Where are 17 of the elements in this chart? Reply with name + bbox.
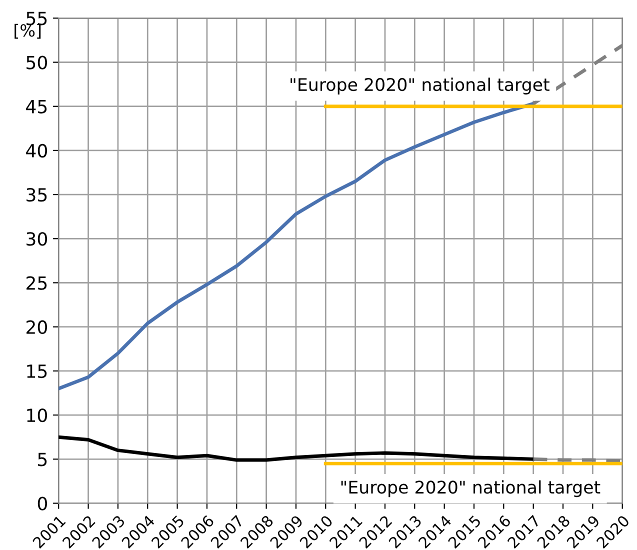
y-tick-label: 5 bbox=[38, 452, 47, 466]
y-tick-label: 35 bbox=[26, 188, 47, 202]
annotation: "Europe 2020" national target bbox=[341, 480, 600, 498]
y-tick-label: 30 bbox=[26, 232, 47, 246]
y-tick-label: 50 bbox=[26, 56, 47, 70]
line-series bbox=[58, 435, 536, 462]
y-tick-label: 15 bbox=[27, 364, 47, 378]
y-axis-title: [%] bbox=[14, 24, 41, 39]
y-tick-label: 55 bbox=[26, 12, 47, 26]
y-tick-label: 45 bbox=[26, 100, 47, 114]
y-tick-label: 10 bbox=[27, 408, 47, 422]
line-series bbox=[58, 102, 536, 390]
y-tick-label: 20 bbox=[26, 320, 47, 334]
annotation: "Europe 2020" national target bbox=[290, 78, 550, 94]
y-tick-label: 0 bbox=[38, 496, 47, 510]
y-tick-label: 40 bbox=[26, 144, 47, 158]
y-tick-label: 25 bbox=[26, 276, 47, 290]
